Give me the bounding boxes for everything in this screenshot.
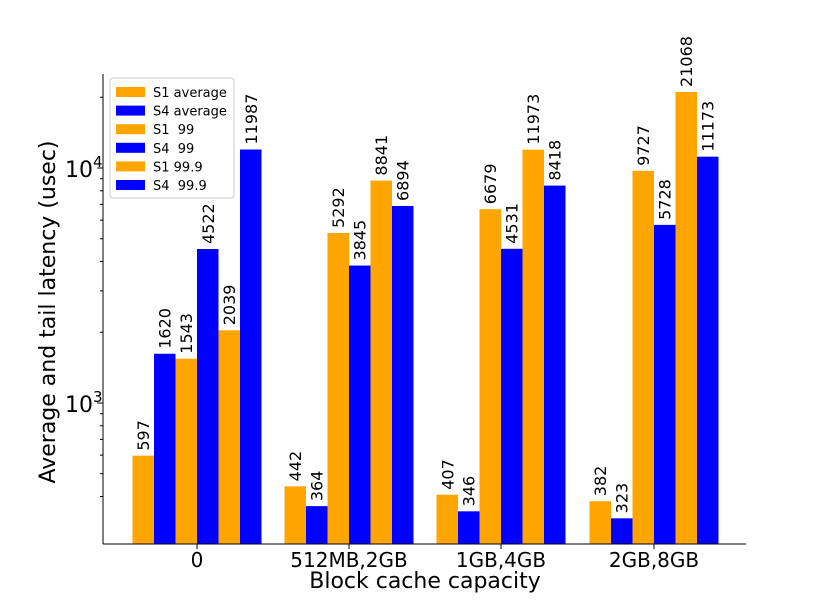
bar-value-label: 9727 (634, 125, 653, 166)
bars-layer (132, 91, 719, 545)
legend-label: S4 99.9 (153, 179, 207, 194)
legend-label: S4 average (153, 105, 227, 120)
ticks-layer: 0 512MB,2GB 1GB,4GB 2GB,8GB 103 104 (65, 96, 699, 572)
bar-value-label: 6679 (481, 163, 500, 204)
bar-value-label: 323 (613, 483, 632, 514)
bar (675, 91, 697, 544)
bar (697, 156, 719, 544)
x-tick-label: 0 (191, 548, 204, 572)
bar (284, 486, 306, 544)
bar (632, 170, 654, 544)
bar-value-label: 346 (460, 476, 479, 507)
y-tick-label: 103 (65, 388, 103, 418)
bar-value-label: 3845 (351, 220, 370, 261)
bar (458, 511, 480, 544)
bar-value-label: 407 (438, 459, 457, 490)
bar (132, 455, 154, 544)
bar (327, 232, 349, 544)
y-axis-label: Average and tail latency (usec) (36, 140, 61, 483)
bar-value-label: 4531 (503, 203, 522, 244)
bar-value-label: 6894 (394, 160, 413, 201)
bar-value-label: 11987 (242, 94, 261, 145)
bar-value-label: 597 (134, 420, 153, 451)
bar (436, 494, 458, 544)
bar-value-label: 364 (308, 471, 327, 502)
legend-label: S1 99 (153, 123, 194, 138)
x-tick-label: 1GB,4GB (456, 548, 546, 572)
bar-value-label: 11973 (524, 94, 543, 145)
legend-label: S1 99.9 (153, 160, 203, 175)
bar-value-label: 2039 (220, 285, 239, 326)
bar (544, 185, 566, 544)
bar-value-label: 8841 (372, 135, 391, 176)
bar (611, 518, 633, 544)
bar-value-label: 21068 (677, 36, 696, 87)
bar-value-label: 5728 (656, 179, 675, 220)
legend-swatch (116, 142, 145, 153)
bar (370, 180, 392, 544)
legend-label: S4 99 (153, 142, 194, 157)
legend: S1 average S4 average S1 99 S4 99 S1 99.9 S4 … (109, 77, 235, 199)
bar (654, 224, 676, 544)
bar (218, 330, 240, 544)
bar-value-label: 1543 (177, 313, 196, 354)
bar-value-label: 442 (286, 451, 305, 482)
legend-swatch (116, 87, 145, 97)
bar (349, 265, 371, 544)
legend-swatch (116, 105, 145, 116)
bar (197, 249, 219, 544)
bar (501, 248, 523, 545)
y-tick-label: 104 (65, 153, 103, 183)
bar (240, 149, 262, 544)
bar (522, 149, 544, 544)
bar-value-label: 382 (591, 466, 610, 497)
axes-layer (102, 74, 746, 545)
bar (479, 209, 501, 544)
legend-swatch (116, 180, 145, 190)
bar-value-label: 4522 (199, 203, 218, 244)
bar-value-label: 8418 (546, 140, 565, 181)
bar (175, 358, 197, 544)
bar-value-label: 11173 (699, 101, 718, 152)
bar (306, 506, 328, 544)
legend-swatch (116, 124, 145, 135)
bar (154, 353, 176, 544)
bar-value-label: 1620 (156, 308, 175, 349)
bar (392, 205, 414, 544)
x-axis-label: Block cache capacity (309, 569, 541, 594)
legend-swatch (116, 161, 145, 172)
legend-label: S1 average (153, 86, 227, 101)
x-tick-label: 2GB,8GB (609, 548, 699, 572)
x-tick-label: 512MB,2GB (290, 548, 407, 572)
bar-value-label: 5292 (329, 187, 348, 228)
bar (589, 501, 611, 544)
